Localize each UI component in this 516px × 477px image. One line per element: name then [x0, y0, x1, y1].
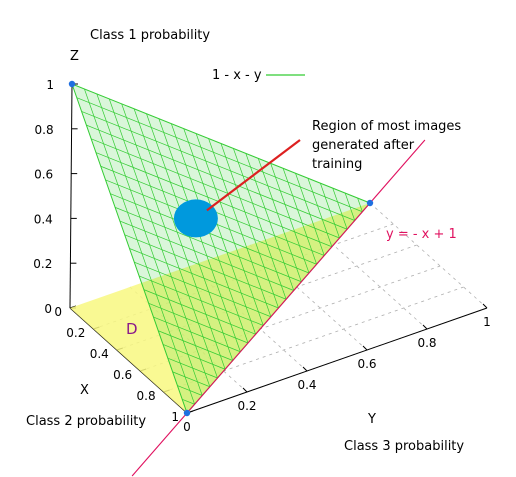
plane-hatch — [158, 330, 233, 361]
x-tick-label: 0 — [54, 305, 62, 319]
x-tick-label: 0.4 — [90, 347, 109, 361]
x-axis-label: X — [80, 383, 89, 398]
highlight-region — [173, 199, 218, 238]
vertex-point — [68, 80, 76, 88]
vertex-point — [366, 199, 374, 207]
y-tick-label: 0.4 — [297, 378, 316, 392]
plane-hatch — [86, 124, 348, 230]
plane-hatch — [282, 168, 317, 265]
plane-hatch — [177, 385, 203, 396]
y-tick — [362, 345, 368, 351]
y-axis-caption: Class 3 probability — [344, 439, 464, 454]
y-tick-label: 0 — [183, 420, 191, 434]
plane-hatch — [76, 97, 363, 213]
vertex-point — [183, 409, 191, 417]
x-tick-label: 0.2 — [66, 326, 85, 340]
plane-hatch — [162, 344, 226, 370]
y-tick — [422, 324, 428, 330]
plane-hatch — [257, 158, 302, 282]
plane-hatch — [332, 188, 348, 230]
annotation-text: generated after — [312, 138, 415, 153]
plane-hatch — [148, 303, 249, 344]
grid-line-y — [369, 202, 488, 309]
plane-hatch — [167, 357, 218, 379]
tick-labels: 00.20.40.60.8100.20.40.60.8100.20.40.60.… — [33, 78, 491, 434]
plane-hatch — [172, 371, 211, 388]
y-tick — [302, 366, 308, 372]
plane-hatch — [143, 289, 256, 335]
x-tick-label: 0.8 — [137, 389, 156, 403]
annotation: Region of most images generated after trai… — [206, 119, 461, 212]
plane-hatch — [108, 98, 211, 387]
legend-label: 1 - x - y — [212, 68, 262, 83]
z-tick-label: 0.6 — [34, 168, 53, 182]
plane-hatch — [295, 173, 325, 256]
x-tick-label: 0.6 — [113, 368, 132, 382]
y-tick-label: 0.2 — [237, 399, 256, 413]
plane-hatch — [133, 108, 226, 370]
x-tick-label: 1 — [171, 410, 179, 424]
y-tick — [242, 387, 248, 393]
plane-hatch — [233, 148, 287, 300]
grid-line-y — [309, 223, 428, 330]
plane-hatch — [84, 88, 195, 405]
plane-hatch — [183, 128, 256, 335]
boundary-line — [131, 139, 426, 477]
plane-hatch — [124, 234, 287, 300]
y-tick-label: 0.6 — [357, 357, 376, 371]
plane-hatch — [307, 178, 333, 247]
plane-hatch — [114, 207, 302, 283]
x-axis-caption: Class 2 probability — [26, 414, 146, 429]
plane-hatch — [320, 183, 340, 239]
data-points — [68, 80, 374, 417]
region-d-label: D — [126, 320, 138, 338]
plane-hatch — [195, 133, 264, 326]
y-axis-line — [186, 307, 488, 414]
plane-hatch — [220, 143, 279, 309]
z-axis-label: Z — [70, 49, 79, 64]
y-tick-label: 1 — [483, 315, 491, 329]
plane-hatch — [119, 220, 294, 291]
z-tick-label: 1 — [46, 78, 54, 92]
plane-hatch — [129, 248, 279, 309]
plane-hatch — [171, 123, 249, 344]
plane-hatch — [153, 316, 241, 353]
z-axis-caption: Class 1 probability — [90, 28, 210, 43]
z-tick-label: 0.8 — [35, 123, 54, 137]
annotation-arrow — [206, 139, 301, 212]
z-tick-label: 0.2 — [33, 257, 52, 271]
plane-hatch — [357, 197, 363, 212]
y-tick — [482, 303, 488, 309]
annotation-text: Region of most images — [312, 119, 461, 134]
grid-line-y — [249, 244, 368, 351]
plane-hatch — [208, 138, 272, 317]
annotation-text: training — [312, 157, 362, 172]
z-tick-label: 0.4 — [34, 212, 53, 226]
line-label: y = - x + 1 — [386, 227, 457, 242]
plane-hatch — [95, 152, 333, 248]
plane-hatch — [182, 398, 195, 405]
plane-hatch — [344, 192, 356, 221]
plane-hatch — [138, 275, 264, 326]
plane-hatch — [134, 261, 272, 318]
y-tick-label: 0.8 — [417, 336, 436, 350]
z-tick-label: 0 — [44, 302, 52, 316]
y-axis-label: Y — [367, 412, 376, 427]
z-axis-line — [69, 83, 73, 309]
line-y-eq-minus-x-plus-1 — [131, 139, 426, 477]
plane-hatch — [270, 163, 310, 274]
